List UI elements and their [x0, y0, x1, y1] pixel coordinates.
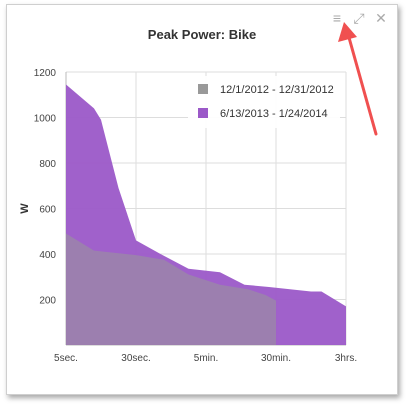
- red-arrow-annotation: [338, 22, 378, 136]
- x-tick-label: 3hrs.: [335, 353, 357, 364]
- chart-title: Peak Power: Bike: [147, 27, 257, 42]
- legend-box: [188, 76, 340, 128]
- series-area-1: [66, 233, 276, 345]
- legend-swatch: [198, 108, 208, 118]
- window-controls: ≡ ⤢ ✕: [329, 10, 389, 26]
- menu-icon[interactable]: ≡: [332, 10, 342, 26]
- legend-entry: 6/13/2013 - 1/24/2014: [220, 108, 328, 120]
- close-icon[interactable]: ✕: [375, 10, 387, 26]
- y-tick-label: 200: [39, 296, 56, 307]
- y-axis-title: W: [19, 203, 31, 214]
- y-tick-label: 1200: [34, 68, 57, 79]
- y-tick-label: 600: [39, 205, 56, 216]
- x-tick-label: 5min.: [194, 353, 218, 364]
- expand-icon[interactable]: ⤢: [353, 10, 365, 26]
- legend-entry: 12/1/2012 - 12/31/2012: [220, 84, 334, 96]
- x-tick-label: 30min.: [261, 353, 291, 364]
- x-tick-label: 30sec.: [121, 353, 150, 364]
- legend-swatch: [198, 84, 208, 94]
- y-tick-label: 1000: [34, 114, 57, 125]
- x-tick-label: 5sec.: [54, 353, 78, 364]
- y-tick-label: 400: [39, 250, 56, 261]
- y-tick-label: 800: [39, 159, 56, 170]
